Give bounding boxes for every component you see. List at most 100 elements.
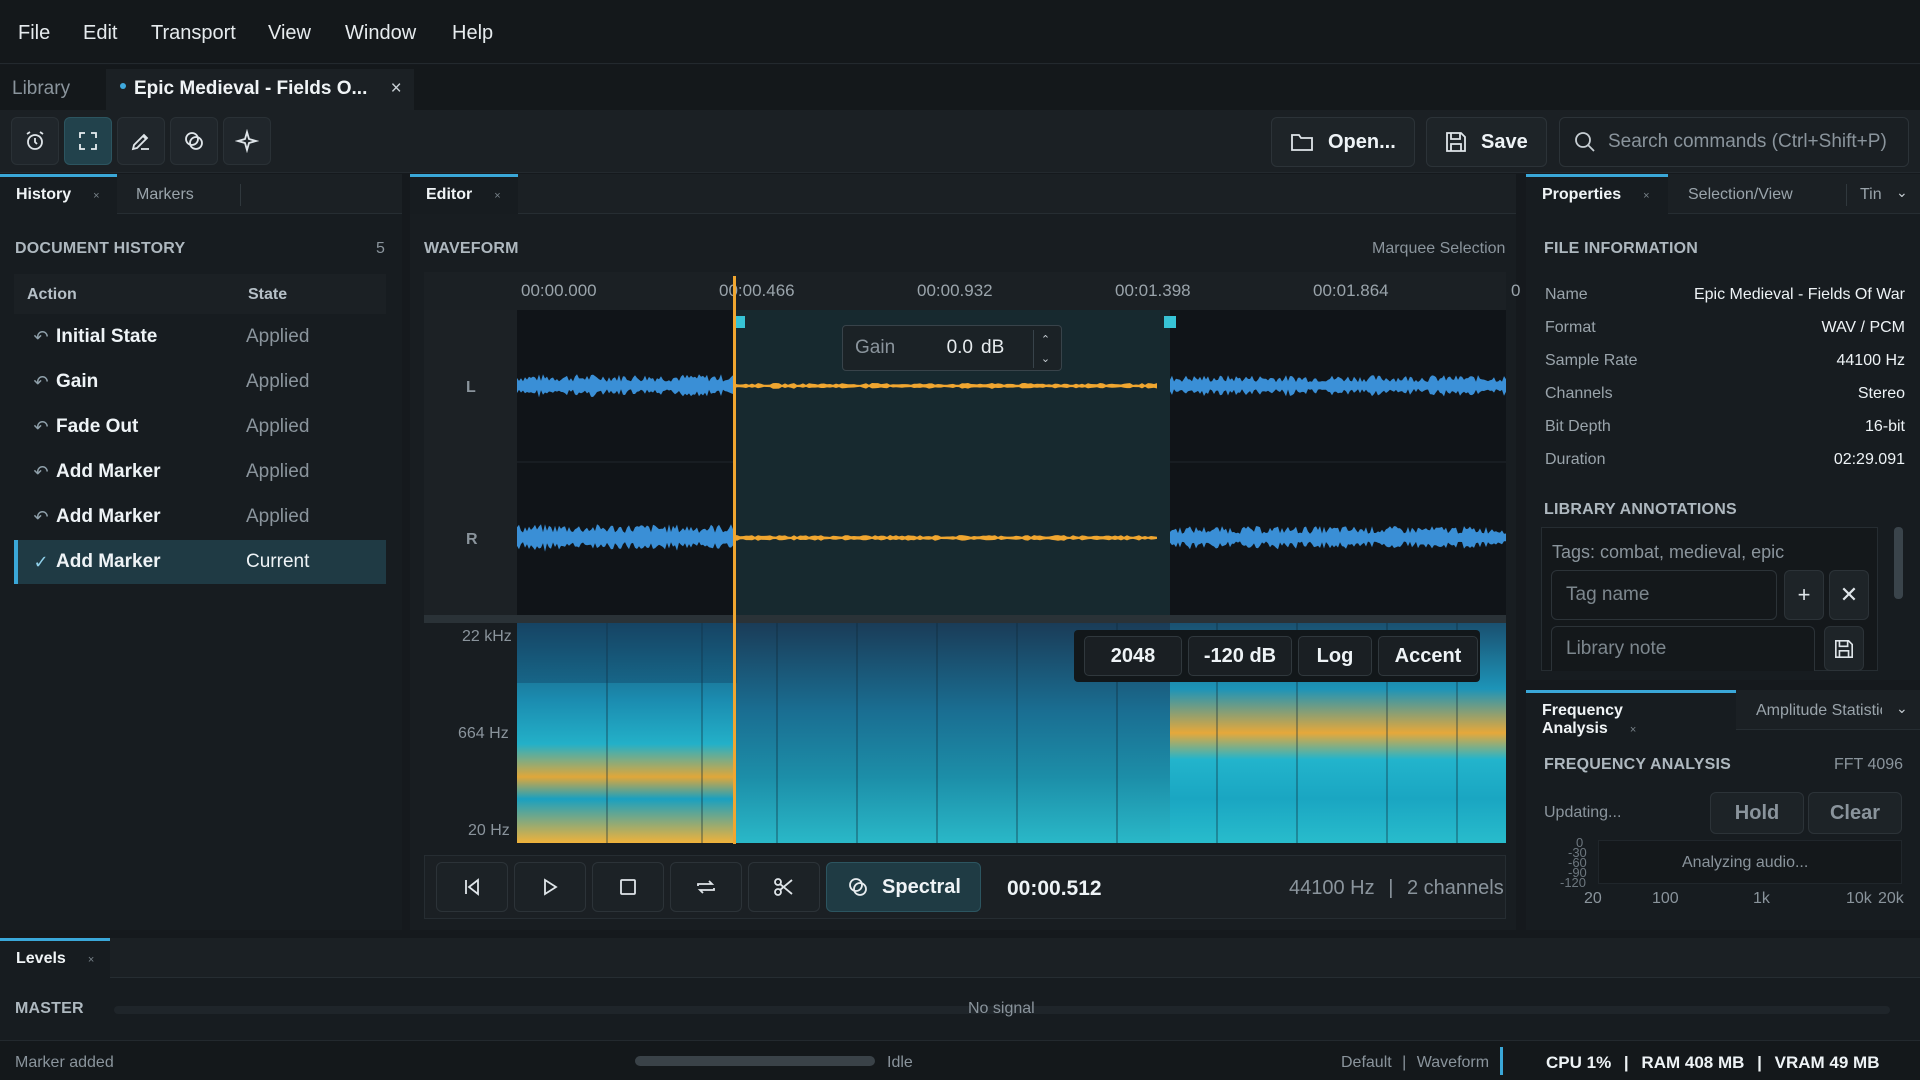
palette-select[interactable]: Accent bbox=[1378, 636, 1478, 676]
menu-help[interactable]: Help bbox=[452, 22, 494, 44]
history-row[interactable]: ↶ Initial State Applied bbox=[14, 315, 386, 359]
save-button-label: Save bbox=[1481, 130, 1528, 153]
history-table-header: Action State bbox=[14, 274, 386, 314]
properties-tabs: Properties × Selection/View Tin ⌄ bbox=[1526, 174, 1920, 214]
marquee-tool-button[interactable] bbox=[64, 117, 112, 165]
loop-button[interactable] bbox=[670, 862, 742, 912]
save-button[interactable]: Save bbox=[1426, 117, 1547, 167]
history-state: Applied bbox=[246, 506, 310, 527]
floor-db-select[interactable]: -120 dB bbox=[1188, 636, 1292, 676]
close-tab-icon[interactable]: × bbox=[390, 78, 402, 99]
library-note-input[interactable]: Library note bbox=[1551, 626, 1815, 671]
gain-up-icon[interactable]: ⌃ bbox=[1040, 334, 1051, 346]
history-count: 5 bbox=[376, 240, 385, 257]
tab-properties[interactable]: Properties × bbox=[1526, 174, 1668, 214]
history-section-title: DOCUMENT HISTORY bbox=[15, 240, 186, 257]
menu-edit[interactable]: Edit bbox=[83, 22, 118, 44]
alarm-tool-button[interactable] bbox=[11, 117, 59, 165]
properties-scrollbar[interactable] bbox=[1894, 527, 1903, 599]
open-button[interactable]: Open... bbox=[1271, 117, 1415, 167]
pen-tool-button[interactable] bbox=[117, 117, 165, 165]
time-ruler[interactable] bbox=[424, 272, 1506, 310]
history-row-current[interactable]: ✓ Add Marker Current bbox=[14, 540, 386, 584]
tab-document[interactable]: Epic Medieval - Fields O... × bbox=[106, 69, 414, 110]
x-tick-20: 20 bbox=[1584, 890, 1602, 907]
prop-format: Format WAV / PCM bbox=[1545, 319, 1905, 337]
prop-value: 16-bit bbox=[1864, 418, 1905, 435]
layout-profile[interactable]: Default bbox=[1341, 1054, 1392, 1071]
spectral-toggle-button[interactable]: Spectral bbox=[826, 862, 981, 912]
tab-frequency-analysis[interactable]: Frequency Analysis × bbox=[1526, 690, 1736, 737]
gain-label: Gain bbox=[855, 337, 896, 358]
close-levels-icon[interactable]: × bbox=[87, 954, 95, 966]
history-row[interactable]: ↶ Add Marker Applied bbox=[14, 495, 386, 539]
menu-file[interactable]: File bbox=[18, 22, 51, 44]
tabs-overflow-chevron-icon[interactable]: ⌄ bbox=[1896, 184, 1908, 200]
stop-button[interactable] bbox=[592, 862, 664, 912]
tab-selection-view[interactable]: Selection/View bbox=[1688, 186, 1793, 203]
gain-value[interactable]: 0.0 bbox=[946, 337, 973, 358]
tab-levels[interactable]: Levels × bbox=[0, 938, 110, 978]
tab-frequency-label: Frequency Analysis bbox=[1542, 702, 1623, 737]
undo-icon: ↶ bbox=[33, 326, 49, 347]
command-search-input[interactable]: Search commands (Ctrl+Shift+P) bbox=[1559, 117, 1909, 167]
tab-amplitude-statistics[interactable]: Amplitude Statistic bbox=[1756, 702, 1882, 719]
remove-tag-button[interactable]: ✕ bbox=[1829, 570, 1869, 620]
levels-tabs: Levels × bbox=[0, 938, 1920, 978]
gain-control[interactable]: Gain 0.0 dB ⌃ ⌄ bbox=[842, 325, 1062, 371]
tag-name-input[interactable]: Tag name bbox=[1551, 570, 1777, 620]
pane-divider[interactable] bbox=[424, 615, 1506, 623]
clear-button[interactable]: Clear bbox=[1808, 792, 1902, 834]
scissors-icon bbox=[774, 878, 793, 896]
spectral-tool-button[interactable] bbox=[170, 117, 218, 165]
annotations-title: LIBRARY ANNOTATIONS bbox=[1544, 501, 1737, 518]
cut-button[interactable] bbox=[748, 862, 820, 912]
history-row[interactable]: ↶ Gain Applied bbox=[14, 360, 386, 404]
close-frequency-icon[interactable]: × bbox=[1629, 724, 1637, 736]
skip-start-button[interactable] bbox=[436, 862, 508, 912]
tab-properties-label: Properties bbox=[1542, 186, 1622, 203]
close-properties-icon[interactable]: × bbox=[1643, 190, 1650, 202]
play-button[interactable] bbox=[514, 862, 586, 912]
scale-select[interactable]: Log bbox=[1298, 636, 1372, 676]
selection-end-handle[interactable] bbox=[1164, 316, 1176, 328]
undo-icon: ↶ bbox=[33, 461, 49, 482]
playhead[interactable] bbox=[733, 276, 736, 844]
open-button-label: Open... bbox=[1328, 130, 1396, 153]
fft-size-select[interactable]: 2048 bbox=[1084, 636, 1182, 676]
status-message: Marker added bbox=[15, 1054, 114, 1071]
menu-window[interactable]: Window bbox=[345, 22, 417, 44]
timecode-2: 00:00.932 bbox=[917, 281, 993, 300]
layout-separator: | bbox=[1402, 1054, 1407, 1071]
tab-library[interactable]: Library bbox=[12, 78, 71, 99]
menu-transport[interactable]: Transport bbox=[151, 22, 236, 44]
magic-tool-button[interactable] bbox=[223, 117, 271, 165]
tab-timing[interactable]: Tin bbox=[1860, 186, 1882, 203]
layout-info: Default | Waveform bbox=[1341, 1054, 1489, 1072]
tab-history[interactable]: History × bbox=[0, 174, 117, 214]
prop-channels: Channels Stereo bbox=[1545, 385, 1905, 403]
menu-view[interactable]: View bbox=[268, 22, 311, 44]
close-history-icon[interactable]: × bbox=[93, 190, 100, 202]
hold-button[interactable]: Hold bbox=[1710, 792, 1804, 834]
prop-key: Duration bbox=[1545, 451, 1606, 468]
tab-divider bbox=[240, 184, 241, 206]
save-note-button[interactable] bbox=[1824, 626, 1864, 671]
history-action: Add Marker bbox=[56, 506, 161, 527]
tab-editor[interactable]: Editor × bbox=[410, 174, 518, 214]
layout-view[interactable]: Waveform bbox=[1416, 1054, 1490, 1071]
tab-markers[interactable]: Markers bbox=[136, 186, 194, 203]
history-row[interactable]: ↶ Add Marker Applied bbox=[14, 450, 386, 494]
history-action: Add Marker bbox=[56, 461, 161, 482]
gain-down-icon[interactable]: ⌄ bbox=[1040, 353, 1051, 365]
sparkle-icon bbox=[235, 129, 259, 153]
close-editor-icon[interactable]: × bbox=[494, 190, 501, 202]
pen-icon bbox=[131, 133, 149, 151]
x-tick-100: 100 bbox=[1652, 890, 1679, 907]
tags-placeholder[interactable]: Tags: combat, medieval, epic bbox=[1552, 542, 1785, 562]
selection-start-handle[interactable] bbox=[733, 316, 745, 328]
add-tag-button[interactable]: + bbox=[1784, 570, 1824, 620]
tabs-overflow-chevron-icon[interactable]: ⌄ bbox=[1896, 700, 1908, 716]
column-action: Action bbox=[27, 286, 77, 303]
history-row[interactable]: ↶ Fade Out Applied bbox=[14, 405, 386, 449]
